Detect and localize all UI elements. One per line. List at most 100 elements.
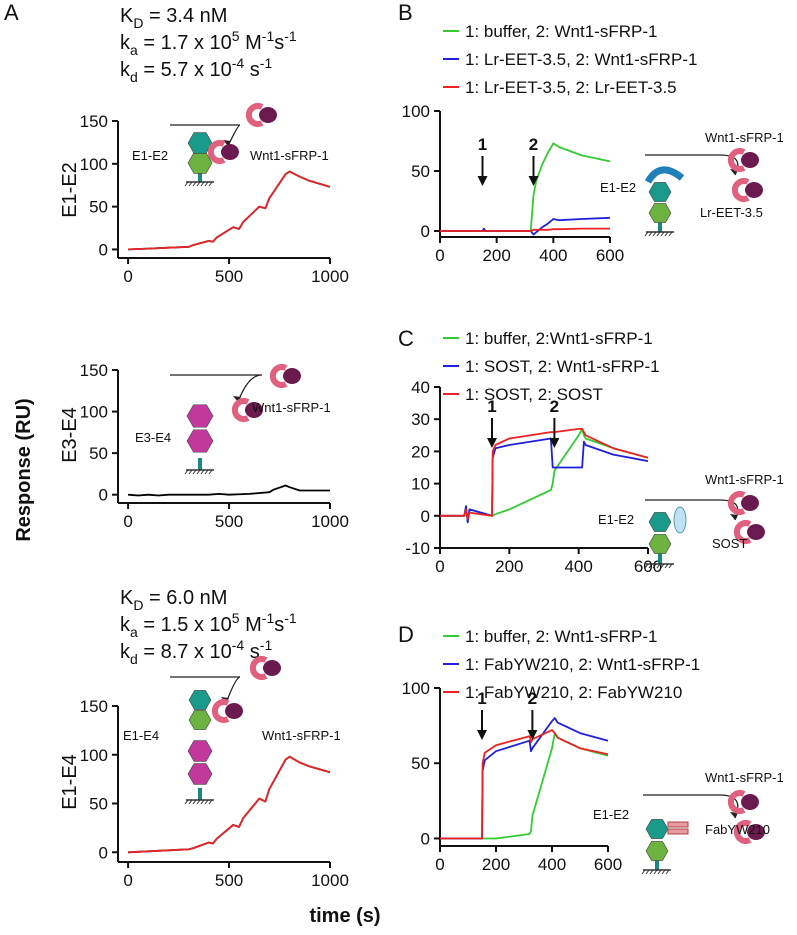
ligand-icon	[221, 144, 239, 160]
ligand-icon	[269, 364, 288, 388]
marker-arrowhead	[549, 438, 560, 448]
y-tick-label: 100	[80, 403, 108, 422]
y-tick-label: 0	[99, 486, 108, 505]
membrane	[200, 799, 205, 805]
arrow-head	[730, 812, 738, 818]
y-tick-label: 100	[402, 679, 430, 698]
y-tick-label: 20	[411, 442, 430, 461]
annotation: ka = 1.7 x 105 M-1s-1	[120, 28, 297, 58]
legend-label: 1: SOST, 2: Wnt1-sFRP-1	[465, 357, 660, 376]
marker-arrowhead	[528, 176, 539, 186]
diagram-label: E1-E2	[593, 807, 629, 822]
membrane	[653, 869, 658, 875]
annotation-part: -1	[260, 55, 273, 71]
membrane	[656, 231, 661, 237]
annotation-part: -1	[262, 28, 275, 44]
domain-icon	[645, 841, 669, 861]
domain-icon	[648, 203, 672, 223]
marker-label: 1	[478, 135, 487, 154]
membrane	[668, 231, 673, 237]
annotation-part: D	[133, 15, 143, 31]
binder-icon	[673, 506, 687, 534]
annotation-part: = 1.7 x 10	[138, 32, 232, 54]
membrane	[648, 563, 653, 569]
annotation-part: = 6.0 nM	[143, 587, 227, 609]
annotation-part: -1	[260, 637, 273, 653]
annotation-part: M	[240, 32, 262, 54]
ligand-icon	[741, 794, 759, 810]
annotation-part: d	[130, 651, 138, 667]
membrane	[656, 563, 661, 569]
membrane	[192, 181, 197, 187]
y-tick-label: 150	[80, 697, 108, 716]
x-tick-label: 0	[123, 512, 132, 531]
membrane	[661, 869, 666, 875]
diagram-label: SOST	[712, 536, 747, 551]
membrane	[196, 799, 201, 805]
domain-icon	[187, 132, 213, 154]
annotation-part: a	[130, 42, 138, 58]
x-tick-label: 500	[215, 512, 243, 531]
panel-letter: C	[398, 326, 414, 351]
membrane	[660, 563, 665, 569]
diagram-label: Wnt1-sFRP-1	[262, 728, 341, 743]
marker-arrowhead	[477, 176, 488, 186]
series-line	[440, 428, 649, 520]
y-tick-label: 0	[421, 222, 430, 241]
diagram-label: E3-E4	[135, 430, 171, 445]
domain-icon	[188, 710, 212, 730]
ligand-icon	[231, 398, 250, 422]
y-tick-label: 0	[421, 507, 430, 526]
x-tick-label: 400	[538, 855, 566, 874]
row-label: E3-E4	[59, 407, 81, 463]
ligand-icon	[263, 660, 281, 676]
y-tick-label: 50	[89, 444, 108, 463]
legend-label: 1: FabYW210, 2: FabYW210	[465, 683, 682, 702]
x-tick-label: 200	[482, 246, 510, 265]
y-tick-label: 100	[80, 746, 108, 765]
annotation-part: = 1.5 x 10	[138, 614, 232, 636]
membrane	[204, 799, 209, 805]
membrane	[664, 231, 669, 237]
annotation-part: d	[130, 69, 138, 85]
membrane	[208, 181, 213, 187]
series-line	[440, 227, 610, 232]
x-tick-label: 1000	[311, 267, 349, 286]
x-tick-label: 0	[435, 246, 444, 265]
series-line	[440, 729, 609, 840]
membrane	[644, 231, 649, 237]
membrane	[184, 469, 189, 475]
panel-letter: B	[398, 0, 413, 25]
membrane	[200, 181, 205, 187]
ligand-icon	[727, 148, 746, 172]
diagram-label: Wnt1-sFRP-1	[252, 400, 331, 415]
y-tick-label: 30	[411, 410, 430, 429]
membrane	[649, 869, 654, 875]
ligand-icon	[727, 790, 746, 814]
membrane	[184, 799, 189, 805]
y-tick-label: 150	[80, 361, 108, 380]
ligand-icon	[747, 824, 765, 840]
membrane	[196, 469, 201, 475]
annotation: kd = 8.7 x 10-4 s-1	[120, 637, 272, 667]
domain-icon	[186, 429, 214, 453]
row-label: E1-E4	[59, 754, 81, 810]
arrow-head	[233, 396, 241, 402]
y-tick-label: 0	[99, 843, 108, 862]
legend-label: 1: buffer, 2:Wnt1-sFRP-1	[465, 329, 653, 348]
legend-label: 1: buffer, 2: Wnt1-sFRP-1	[465, 627, 657, 646]
x-tick-label: 1000	[311, 871, 349, 890]
annotation-part: M	[240, 614, 262, 636]
binder-icon	[644, 166, 685, 184]
ligand-icon	[745, 182, 763, 198]
series-line	[128, 755, 331, 854]
membrane	[192, 469, 197, 475]
x-tick-label: 500	[215, 267, 243, 286]
annotation-part: -1	[262, 610, 275, 626]
annotation: KD = 3.4 nM	[120, 5, 227, 31]
diagram-label: E1-E2	[132, 148, 168, 163]
annotation-part: a	[130, 624, 138, 640]
annotation-part: = 3.4 nM	[143, 5, 227, 27]
domain-icon	[648, 182, 672, 202]
diagram-label: Wnt1-sFRP-1	[250, 148, 329, 163]
